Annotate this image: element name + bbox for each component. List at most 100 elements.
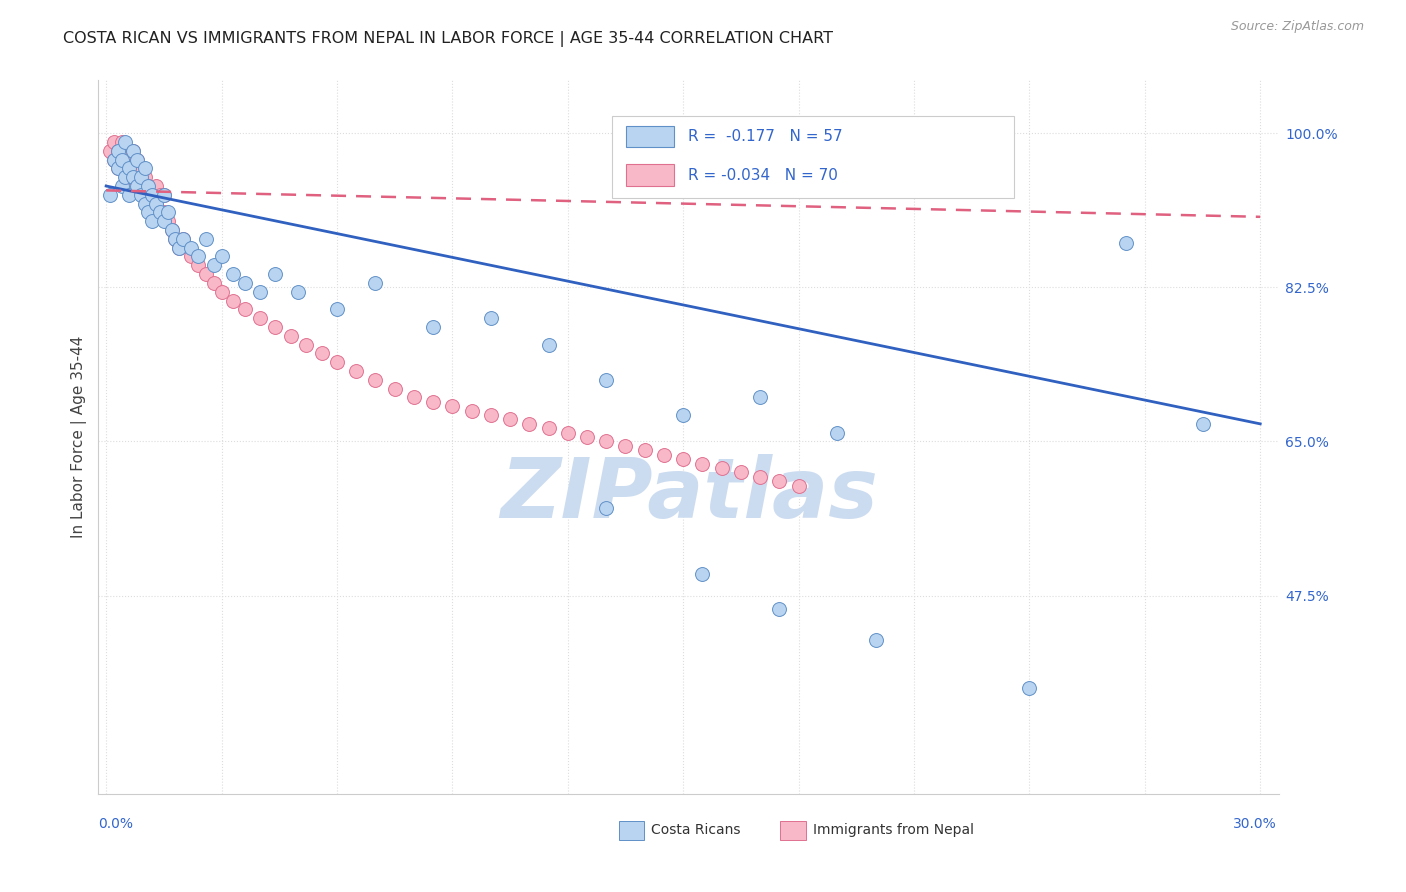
Bar bbox=[619, 821, 644, 840]
Point bbox=[141, 187, 163, 202]
Point bbox=[141, 214, 163, 228]
FancyBboxPatch shape bbox=[612, 116, 1014, 198]
Point bbox=[141, 187, 163, 202]
Point bbox=[98, 144, 121, 158]
Point bbox=[118, 153, 141, 167]
Point bbox=[165, 232, 187, 246]
Point bbox=[103, 153, 125, 167]
Point bbox=[122, 144, 145, 158]
Point bbox=[249, 285, 271, 299]
Point bbox=[153, 205, 176, 219]
Point bbox=[479, 408, 502, 422]
Point bbox=[134, 187, 156, 202]
Point bbox=[153, 187, 176, 202]
Point bbox=[211, 285, 233, 299]
Point bbox=[114, 161, 136, 176]
Point bbox=[172, 232, 194, 246]
Point bbox=[287, 285, 309, 299]
Point bbox=[384, 382, 406, 396]
Point bbox=[202, 258, 225, 272]
Point bbox=[692, 457, 714, 471]
Point bbox=[156, 205, 179, 219]
Text: 30.0%: 30.0% bbox=[1233, 817, 1277, 830]
Point bbox=[129, 161, 152, 176]
Point bbox=[167, 241, 190, 255]
Point bbox=[187, 250, 209, 264]
Point bbox=[730, 466, 752, 480]
Point bbox=[517, 417, 540, 431]
Point bbox=[134, 170, 156, 185]
Text: ZIPatlas: ZIPatlas bbox=[501, 454, 877, 534]
Point bbox=[110, 153, 132, 167]
Point bbox=[614, 439, 637, 453]
Point bbox=[103, 153, 125, 167]
Point bbox=[364, 373, 387, 387]
Point bbox=[110, 153, 132, 167]
Point bbox=[156, 214, 179, 228]
Point bbox=[441, 399, 464, 413]
Point bbox=[195, 267, 218, 281]
Y-axis label: In Labor Force | Age 35-44: In Labor Force | Age 35-44 bbox=[72, 336, 87, 538]
Point bbox=[153, 214, 176, 228]
Point bbox=[165, 232, 187, 246]
Point bbox=[129, 187, 152, 202]
Point bbox=[211, 250, 233, 264]
Point bbox=[145, 179, 167, 194]
Point bbox=[141, 205, 163, 219]
Point bbox=[249, 311, 271, 326]
Point bbox=[202, 276, 225, 290]
Point bbox=[122, 144, 145, 158]
Text: Immigrants from Nepal: Immigrants from Nepal bbox=[813, 823, 974, 838]
Point bbox=[364, 276, 387, 290]
Point bbox=[280, 328, 302, 343]
Point bbox=[107, 144, 129, 158]
Point bbox=[172, 232, 194, 246]
Point bbox=[110, 135, 132, 149]
Point bbox=[187, 258, 209, 272]
Point bbox=[537, 337, 560, 351]
Text: Source: ZipAtlas.com: Source: ZipAtlas.com bbox=[1230, 20, 1364, 33]
Point bbox=[180, 241, 202, 255]
Point bbox=[149, 187, 172, 202]
Point bbox=[180, 250, 202, 264]
Point bbox=[125, 179, 148, 194]
Point bbox=[114, 170, 136, 185]
Point bbox=[768, 474, 790, 488]
Point bbox=[768, 602, 790, 616]
Point bbox=[107, 161, 129, 176]
Bar bbox=[626, 164, 673, 186]
Point bbox=[134, 196, 156, 211]
Point bbox=[160, 223, 183, 237]
Point bbox=[344, 364, 367, 378]
Point bbox=[233, 276, 256, 290]
Point bbox=[865, 632, 887, 647]
Point bbox=[326, 302, 349, 317]
Point bbox=[138, 205, 160, 219]
Point bbox=[107, 144, 129, 158]
Point bbox=[595, 434, 617, 449]
Point bbox=[1115, 236, 1137, 251]
Point bbox=[107, 161, 129, 176]
Point bbox=[149, 205, 172, 219]
Text: R = -0.034   N = 70: R = -0.034 N = 70 bbox=[688, 168, 838, 183]
Text: R =  -0.177   N = 57: R = -0.177 N = 57 bbox=[688, 129, 842, 144]
Point bbox=[195, 232, 218, 246]
Point bbox=[118, 170, 141, 185]
Point bbox=[710, 461, 733, 475]
Point bbox=[118, 187, 141, 202]
Point bbox=[1018, 681, 1040, 695]
Point bbox=[595, 373, 617, 387]
Point bbox=[499, 412, 522, 426]
Point bbox=[264, 267, 287, 281]
Point bbox=[114, 135, 136, 149]
Point bbox=[575, 430, 598, 444]
Point bbox=[222, 267, 245, 281]
Point bbox=[138, 196, 160, 211]
Point bbox=[233, 302, 256, 317]
Point bbox=[222, 293, 245, 308]
Point bbox=[118, 161, 141, 176]
Point bbox=[557, 425, 579, 440]
Point bbox=[138, 179, 160, 194]
Point bbox=[692, 566, 714, 581]
Point bbox=[110, 179, 132, 194]
